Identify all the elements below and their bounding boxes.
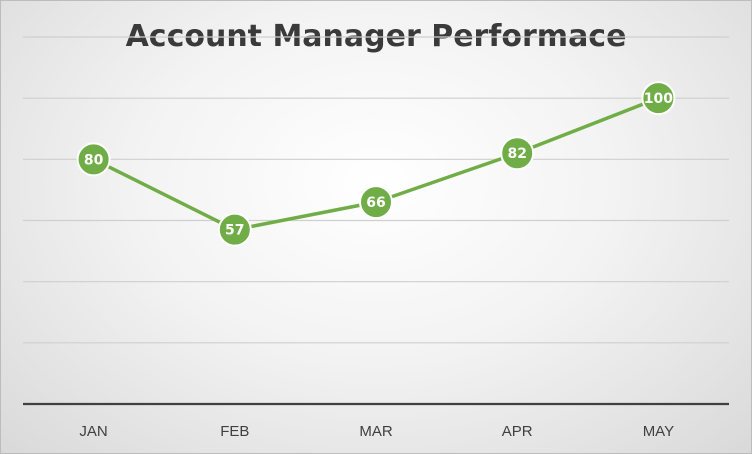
- data-label: 57: [225, 223, 244, 239]
- data-label: 100: [644, 91, 673, 107]
- data-point-marker: [641, 81, 676, 116]
- data-point-marker: [359, 185, 393, 220]
- x-tick-label: MAY: [643, 423, 674, 440]
- data-point-marker: [76, 142, 111, 177]
- x-tick-label: FEB: [220, 423, 249, 440]
- x-tick-label: MAR: [359, 423, 393, 440]
- data-point-marker: [500, 136, 535, 171]
- data-label: 66: [366, 195, 385, 211]
- x-tick-label: APR: [502, 423, 533, 440]
- data-label: 80: [84, 152, 104, 168]
- x-tick-label: JAN: [79, 423, 107, 440]
- data-label: 82: [507, 146, 526, 162]
- data-point-marker: [217, 212, 252, 247]
